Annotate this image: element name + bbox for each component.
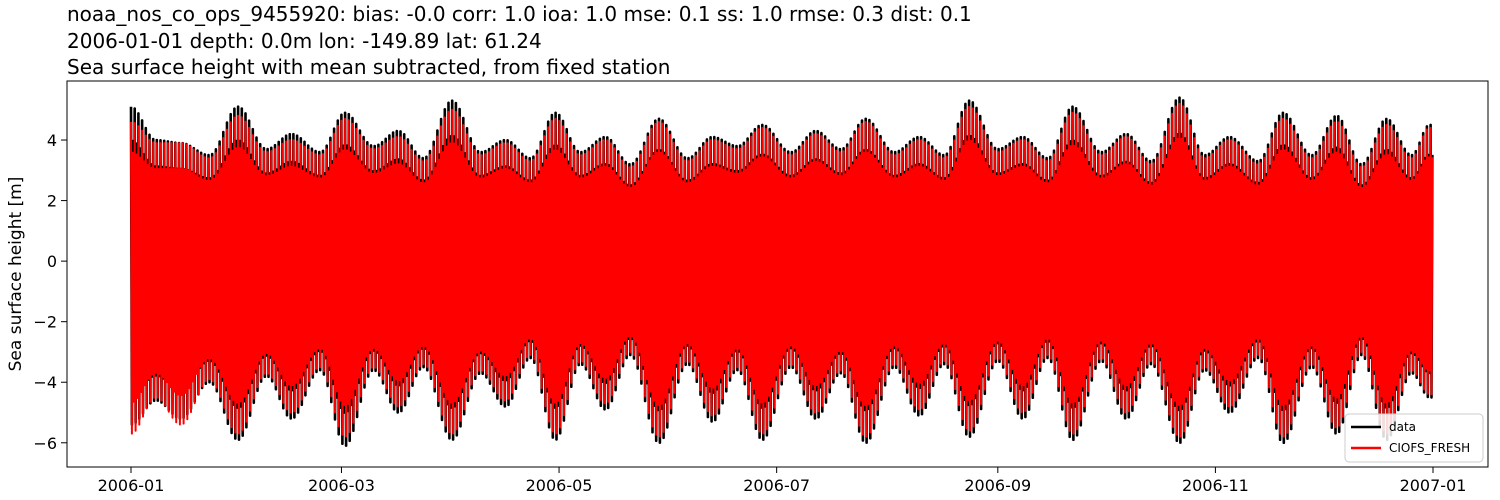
x-tick-label: 2006-05 bbox=[526, 476, 593, 495]
y-tick-label: −2 bbox=[33, 313, 57, 332]
y-axis-label: Sea surface height [m] bbox=[6, 177, 26, 372]
x-tick-label: 2007-01 bbox=[1400, 476, 1467, 495]
y-tick-label: 0 bbox=[47, 252, 57, 271]
legend-label-data: data bbox=[1389, 420, 1416, 434]
x-tick-label: 2006-11 bbox=[1182, 476, 1249, 495]
x-axis: 2006-01 2006-03 2006-05 2006-07 2006-09 2006-… bbox=[98, 467, 1467, 495]
y-tick-label: −4 bbox=[33, 373, 57, 392]
axes-frame bbox=[66, 80, 1489, 468]
y-axis: −6 −4 −2 0 2 4 bbox=[33, 131, 67, 453]
y-tick-label: −6 bbox=[33, 434, 57, 453]
series-line-data bbox=[129, 96, 1434, 447]
series-line-ciofs-fresh bbox=[130, 102, 1434, 438]
x-tick-label: 2006-01 bbox=[98, 476, 165, 495]
x-tick-label: 2006-07 bbox=[743, 476, 810, 495]
x-tick-label: 2006-03 bbox=[308, 476, 375, 495]
chart-title-line-1: noaa_nos_co_ops_9455920: bias: -0.0 corr… bbox=[67, 2, 972, 26]
series-layer bbox=[129, 96, 1434, 447]
legend: data CIOFS_FRESH bbox=[1344, 413, 1484, 463]
y-tick-label: 4 bbox=[47, 131, 57, 150]
y-tick-label: 2 bbox=[47, 192, 57, 211]
chart-title-line-2: 2006-01-01 depth: 0.0m lon: -149.89 lat:… bbox=[67, 29, 542, 53]
x-tick-label: 2006-09 bbox=[964, 476, 1031, 495]
chart-title-line-3: Sea surface height with mean subtracted,… bbox=[67, 55, 671, 79]
legend-label-ciofs-fresh: CIOFS_FRESH bbox=[1389, 441, 1470, 455]
